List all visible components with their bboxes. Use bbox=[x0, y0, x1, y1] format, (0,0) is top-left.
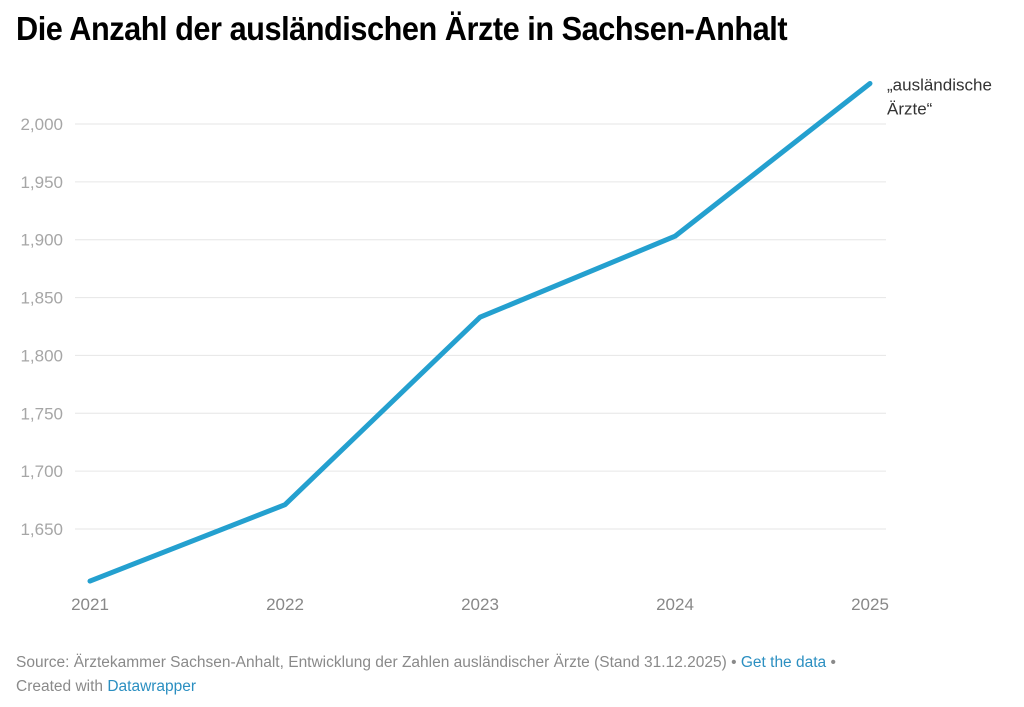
source-text: Source: Ärztekammer Sachsen-Anhalt, Entw… bbox=[16, 654, 727, 671]
y-tick-label: 1,800 bbox=[20, 346, 63, 365]
x-tick-label: 2025 bbox=[851, 595, 889, 614]
y-tick-label: 1,900 bbox=[20, 231, 63, 250]
x-tick-label: 2023 bbox=[461, 595, 499, 614]
y-tick-label: 1,650 bbox=[20, 520, 63, 539]
line-chart: 1,650 1,700 1,750 1,800 1,850 1,900 1,950 2,000… bbox=[20, 76, 992, 615]
x-tick-label: 2022 bbox=[266, 595, 304, 614]
datawrapper-link[interactable]: Datawrapper bbox=[107, 678, 197, 695]
y-tick-label: 1,850 bbox=[20, 289, 63, 308]
get-the-data-link[interactable]: Get the data bbox=[740, 654, 827, 671]
gridlines bbox=[75, 123, 886, 530]
series-label: „ausländische bbox=[887, 76, 992, 95]
series-label-group: „ausländische Ärzte“ bbox=[887, 76, 992, 119]
y-axis: 1,650 1,700 1,750 1,800 1,850 1,900 1,950 2,000 bbox=[20, 115, 63, 539]
x-tick-label: 2024 bbox=[656, 595, 694, 614]
x-tick-label: 2021 bbox=[71, 595, 109, 614]
series-line bbox=[87, 81, 873, 584]
x-axis: 2021 2022 2023 2024 2025 bbox=[71, 595, 889, 614]
y-tick-label: 1,950 bbox=[20, 173, 63, 192]
chart-title: Die Anzahl der ausländischen Ärzte in Sa… bbox=[16, 10, 788, 47]
y-tick-label: 1,700 bbox=[20, 462, 63, 481]
y-tick-label: 1,750 bbox=[20, 404, 63, 423]
series-layer bbox=[87, 81, 873, 584]
created-with-text: Created with bbox=[16, 678, 108, 695]
series-label: Ärzte“ bbox=[887, 100, 933, 119]
y-tick-label: 2,000 bbox=[20, 115, 63, 134]
separator: • bbox=[826, 654, 836, 671]
chart-footer: Source: Ärztekammer Sachsen-Anhalt, Entw… bbox=[16, 651, 1016, 699]
separator: • bbox=[726, 654, 741, 671]
